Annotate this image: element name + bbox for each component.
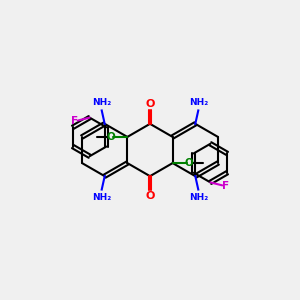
Text: NH₂: NH₂ xyxy=(92,98,111,106)
Text: NH₂: NH₂ xyxy=(189,194,208,202)
Text: O: O xyxy=(145,99,155,109)
Text: O: O xyxy=(106,132,116,142)
Text: O: O xyxy=(184,158,194,168)
Text: O: O xyxy=(145,191,155,201)
Text: NH₂: NH₂ xyxy=(92,194,111,202)
Text: F: F xyxy=(222,181,230,191)
Text: F: F xyxy=(70,116,78,126)
Text: NH₂: NH₂ xyxy=(189,98,208,106)
